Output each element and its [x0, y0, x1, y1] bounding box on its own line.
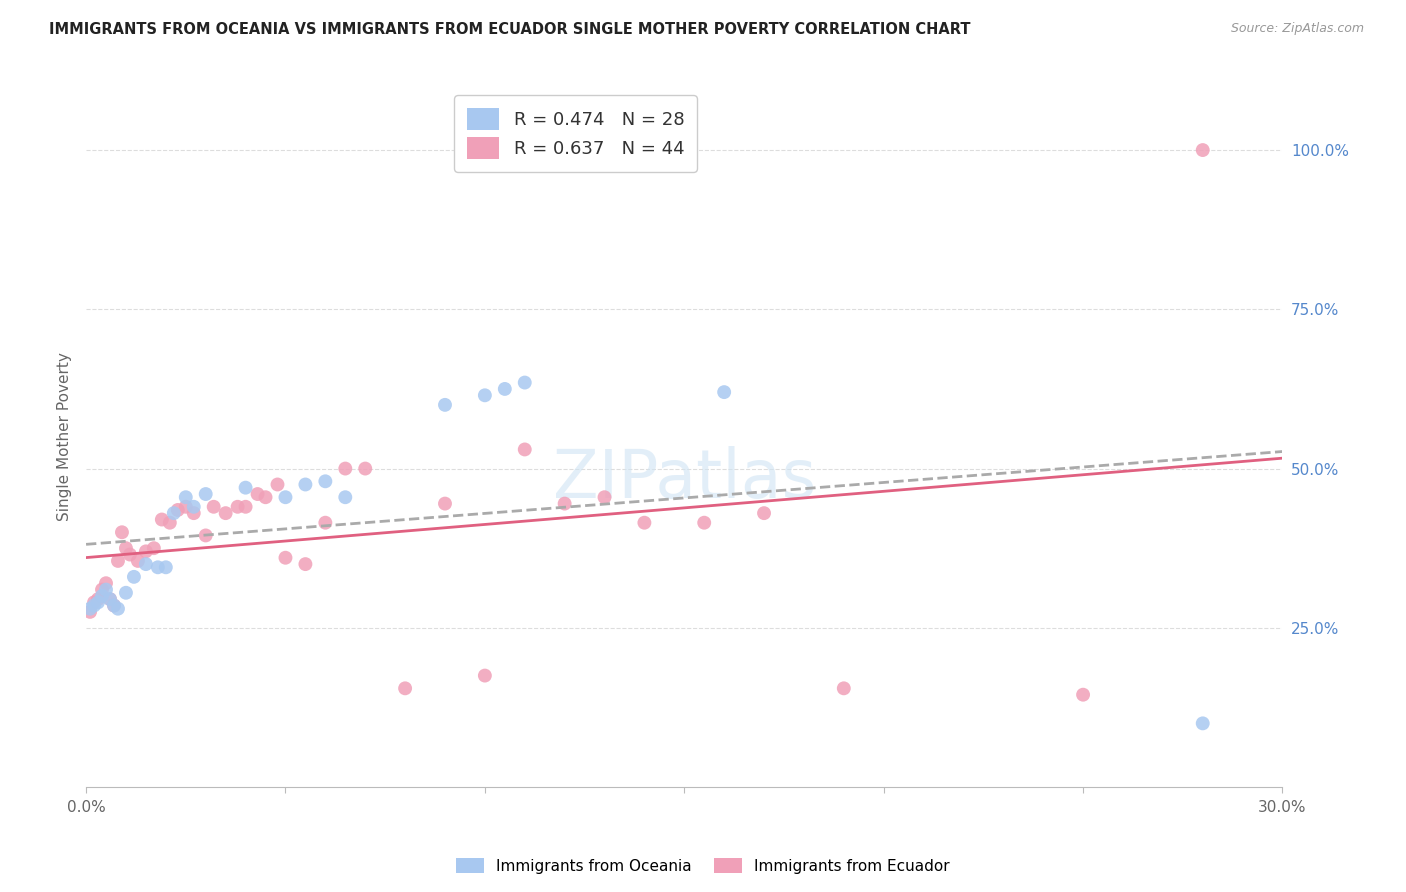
Point [98, 592, 121, 607]
Point [103, 599, 125, 613]
Point [142, 541, 165, 556]
Point [107, 554, 129, 568]
Point [103, 599, 125, 613]
Point [166, 503, 188, 517]
Point [174, 490, 197, 504]
Point [135, 557, 157, 571]
Point [83, 599, 105, 613]
Point [266, 477, 288, 491]
Point [294, 477, 316, 491]
Point [354, 461, 377, 475]
Point [98, 592, 121, 607]
Point [91, 589, 114, 603]
Point [111, 525, 134, 540]
Point [633, 516, 655, 530]
Point [79, 605, 101, 619]
Point [87, 592, 110, 607]
Point [183, 500, 205, 514]
Point [513, 442, 536, 457]
Point [174, 500, 197, 514]
Point [474, 668, 496, 682]
Point [127, 554, 149, 568]
Point [91, 582, 114, 597]
Point [183, 506, 205, 520]
Point [122, 570, 145, 584]
Point [94, 576, 117, 591]
Point [79, 601, 101, 615]
Point [433, 398, 456, 412]
Point [394, 681, 416, 696]
Point [235, 500, 257, 514]
Point [150, 512, 173, 526]
Point [194, 528, 217, 542]
Point [1191, 716, 1213, 731]
Point [593, 490, 616, 504]
Point [107, 601, 129, 615]
Point [274, 490, 297, 504]
Point [474, 388, 496, 402]
Point [433, 497, 456, 511]
Point [335, 461, 357, 475]
Point [87, 595, 110, 609]
Point [832, 681, 855, 696]
Point [159, 516, 181, 530]
Point [235, 481, 257, 495]
Legend: R = 0.474   N = 28, R = 0.637   N = 44: R = 0.474 N = 28, R = 0.637 N = 44 [454, 95, 697, 172]
Point [693, 516, 716, 530]
Point [335, 490, 357, 504]
Y-axis label: Single Mother Poverty: Single Mother Poverty [58, 352, 72, 521]
Point [194, 487, 217, 501]
Legend: Immigrants from Oceania, Immigrants from Ecuador: Immigrants from Oceania, Immigrants from… [450, 852, 956, 880]
Point [494, 382, 516, 396]
Point [202, 500, 225, 514]
Point [554, 497, 576, 511]
Point [254, 490, 277, 504]
Point [118, 548, 141, 562]
Point [294, 557, 316, 571]
Point [115, 541, 138, 556]
Point [135, 544, 157, 558]
Point [214, 506, 236, 520]
Point [314, 475, 336, 489]
Point [146, 560, 169, 574]
Point [246, 487, 269, 501]
Point [1071, 688, 1094, 702]
Point [94, 582, 117, 597]
Point [713, 385, 735, 400]
Point [115, 586, 138, 600]
Point [1191, 143, 1213, 157]
Point [314, 516, 336, 530]
Point [752, 506, 775, 520]
Point [226, 500, 249, 514]
Point [83, 595, 105, 609]
Text: IMMIGRANTS FROM OCEANIA VS IMMIGRANTS FROM ECUADOR SINGLE MOTHER POVERTY CORRELA: IMMIGRANTS FROM OCEANIA VS IMMIGRANTS FR… [49, 22, 970, 37]
Point [155, 560, 177, 574]
Point [274, 550, 297, 565]
Text: Source: ZipAtlas.com: Source: ZipAtlas.com [1230, 22, 1364, 36]
Text: ZIPatlas: ZIPatlas [553, 446, 815, 512]
Point [513, 376, 536, 390]
Point [163, 506, 186, 520]
